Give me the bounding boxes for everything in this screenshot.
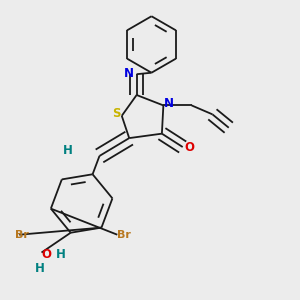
Text: Br: Br [117,230,131,240]
Text: N: N [124,67,134,80]
Text: O: O [41,248,51,261]
Text: N: N [164,98,174,110]
Text: H: H [35,262,45,275]
Text: S: S [112,107,121,120]
Text: O: O [184,140,194,154]
Text: Br: Br [15,230,28,240]
Text: H: H [62,143,72,157]
Text: H: H [56,248,66,261]
